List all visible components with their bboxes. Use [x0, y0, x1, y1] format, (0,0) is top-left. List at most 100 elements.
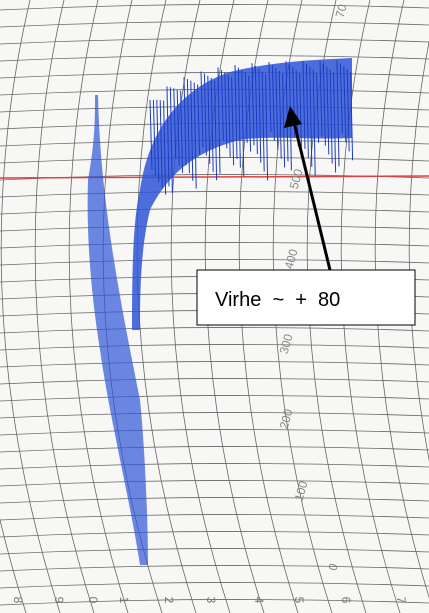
grid-arc [0, 518, 27, 613]
scale-label: 100 [292, 479, 311, 502]
trace-stroke [333, 72, 337, 173]
grid-row [0, 514, 429, 521]
trace-stroke [149, 99, 153, 171]
grid-row [0, 412, 429, 419]
grid-row [0, 157, 429, 164]
trace-stroke [241, 70, 245, 177]
trace-stroke [231, 77, 235, 166]
bottom-label: 0 [86, 597, 100, 604]
bottom-label: 1 [117, 597, 131, 604]
grid-row [0, 327, 429, 334]
grid-row [0, 497, 429, 504]
annotation-box [196, 269, 416, 326]
labels: 0 100 200 300 400 500 70 8 9 0 1 2 3 4 5 6 7 [11, 2, 408, 603]
trace-stroke [275, 67, 279, 150]
grid-row [0, 599, 429, 606]
bottom-label: 5 [292, 597, 306, 604]
scale-label: 70 [333, 2, 350, 19]
trace-stroke [319, 60, 323, 137]
grid-row [0, 242, 429, 249]
grid-row [0, 21, 429, 28]
grid-row [0, 378, 429, 385]
trace-stroke [343, 66, 347, 143]
trace-stroke [251, 63, 255, 146]
trace-stroke [169, 87, 173, 194]
trace-stroke [214, 80, 218, 181]
grid-row [0, 446, 429, 453]
bottom-label: 9 [52, 597, 66, 604]
trace-stroke [248, 75, 252, 152]
red-line [0, 175, 429, 179]
annotation-text: Virhe ~ + 80 [215, 289, 340, 311]
trace-stroke [322, 63, 326, 146]
trace-stroke [200, 71, 204, 148]
trace-stroke [265, 74, 269, 181]
scale-label: 0 [326, 562, 341, 572]
grid-row [0, 480, 429, 487]
grid-row [0, 4, 429, 11]
trace-stroke [271, 64, 275, 142]
grid-row [0, 582, 429, 589]
scale-label: 200 [277, 407, 296, 430]
bottom-label: 4 [252, 597, 266, 604]
trace-stroke [176, 89, 180, 166]
arrow-shaft [292, 121, 332, 271]
trace-stroke [309, 66, 313, 167]
grid-row [0, 55, 429, 62]
trace-stroke [197, 84, 201, 155]
trace-stroke [217, 67, 221, 174]
trace-stroke [186, 78, 190, 174]
trace-stroke [316, 72, 320, 143]
trace-stroke [190, 80, 194, 181]
arrow-head [284, 106, 302, 128]
grid-arc [68, 0, 129, 613]
trace-stroke [339, 63, 343, 134]
bottom-label: 7 [394, 597, 408, 604]
trace-stroke [336, 60, 340, 167]
trace-stroke [183, 77, 187, 166]
scale-label: 300 [277, 332, 296, 355]
trace-stroke [305, 63, 309, 158]
trace-stroke [173, 88, 177, 159]
trace-stroke [285, 61, 289, 162]
trace-stroke [156, 99, 160, 182]
trace-stroke [299, 73, 303, 156]
grid-row [0, 191, 429, 198]
trace-stroke [220, 69, 224, 140]
bottom-label: 3 [204, 597, 218, 604]
grid-row [0, 531, 429, 538]
trace-stroke [329, 69, 333, 164]
trace-left [87, 95, 148, 565]
grid-row [0, 361, 429, 368]
trace-stroke [234, 64, 238, 159]
trace-stroke [254, 66, 258, 155]
scale-label: 400 [282, 247, 301, 270]
trace-stroke [326, 66, 330, 155]
trace-stroke [152, 99, 156, 176]
trace-stroke [207, 75, 211, 164]
grid-row [0, 565, 429, 572]
grid-row [0, 548, 429, 555]
trace-stroke [244, 72, 248, 143]
trace-stroke [180, 90, 184, 173]
grid-row [0, 225, 429, 232]
grid-row [0, 429, 429, 436]
trace-stroke [159, 100, 163, 189]
trace-stroke [163, 100, 167, 195]
trace-stroke [350, 72, 354, 161]
trace-stroke [278, 70, 282, 159]
trace-texture [149, 60, 354, 195]
trace-stroke [193, 82, 197, 189]
trace-stroke [268, 62, 272, 133]
trace-stroke [302, 60, 306, 149]
grid-row [0, 208, 429, 215]
trace-body [132, 58, 352, 330]
trace-stroke [346, 69, 350, 152]
grid-row [0, 72, 429, 79]
bottom-label: 6 [339, 597, 353, 604]
bottom-label: 2 [162, 597, 176, 604]
trace-stroke [312, 69, 316, 176]
trace-stroke [258, 68, 262, 163]
grid-row [0, 38, 429, 45]
